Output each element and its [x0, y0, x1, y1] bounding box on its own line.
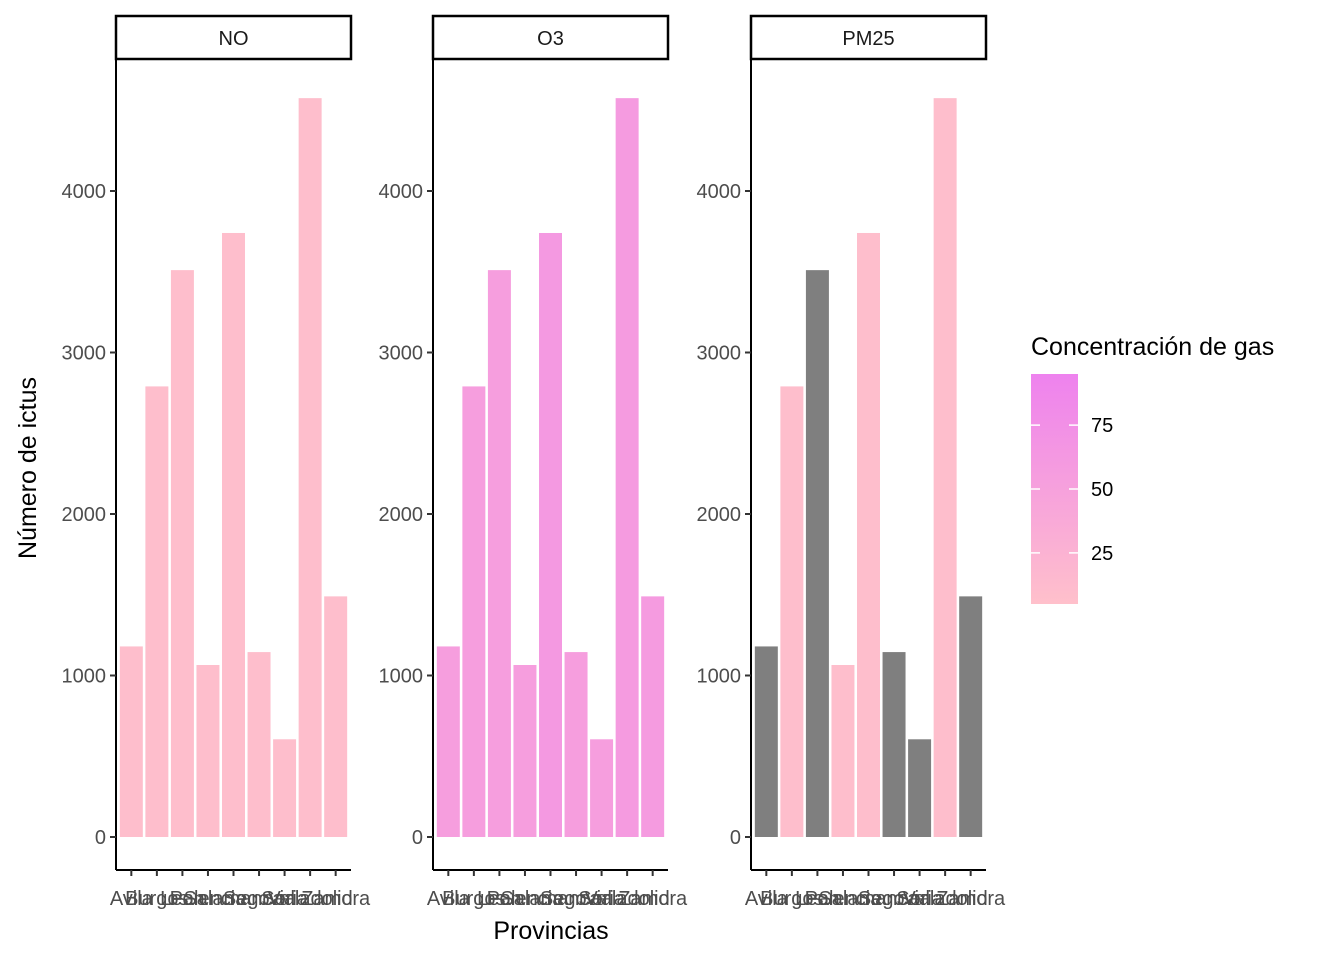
x-tick-label: Salamanca [500, 888, 601, 910]
bar-o3-soria [590, 739, 614, 837]
y-tick-label: 2000 [697, 504, 742, 526]
facet-strip-no [114, 14, 353, 61]
x-tick-label: Salamanca [818, 888, 919, 910]
y-tick-label: 3000 [62, 343, 107, 365]
x-tick-label: Avila [745, 888, 789, 910]
y-axis-title: Número de ictus [14, 377, 42, 559]
bar-o3-avila [436, 646, 460, 837]
facet-strip-label: O3 [537, 28, 564, 50]
bar-pm25-palencia [831, 665, 855, 837]
x-tick-label: Palencia [805, 888, 883, 910]
facet-strip-o3 [431, 14, 670, 61]
x-tick-label: Burgos [442, 888, 505, 910]
x-tick-label: Zamora [618, 888, 688, 910]
y-tick-label: 1000 [62, 666, 107, 688]
x-tick-label: Segovia [223, 888, 296, 910]
facet-strip-label: NO [219, 28, 249, 50]
x-tick-label: Soria [261, 888, 309, 910]
bar-pm25-segovia [882, 652, 906, 837]
bar-no-salamanca [222, 232, 245, 838]
bar-o3-palencia [513, 665, 537, 837]
facet-strip-label: PM25 [842, 28, 894, 50]
y-tick-label: 1000 [697, 666, 742, 688]
bar-no-segovia [247, 652, 271, 837]
x-tick-label: Burgos [760, 888, 823, 910]
y-tick-label: 0 [95, 827, 106, 849]
y-tick-label: 0 [730, 827, 741, 849]
bar-o3-segovia [564, 652, 588, 837]
x-axis-title: Provincias [493, 917, 608, 945]
y-tick-label: 3000 [379, 343, 424, 365]
bar-o3-valladolid [615, 98, 639, 837]
y-tick-label: 1000 [379, 666, 424, 688]
y-tick-label: 3000 [697, 343, 742, 365]
x-tick-label: Leon [477, 888, 522, 910]
x-tick-label: Valladolid [903, 888, 988, 910]
x-tick-label: Segovia [858, 888, 931, 910]
facet-strip-pm25 [749, 14, 988, 61]
bar-o3-burgos [462, 386, 486, 837]
bar-pm25-salamanca [857, 232, 880, 838]
bar-no-valladolid [298, 98, 322, 837]
bar-o3-leon [487, 270, 511, 837]
x-tick-label: Leon [160, 888, 205, 910]
x-tick-label: Segovia [540, 888, 613, 910]
x-tick-label: Palencia [170, 888, 248, 910]
bar-pm25-avila [754, 646, 778, 837]
bar-pm25-soria [908, 739, 932, 837]
x-tick-label: Palencia [487, 888, 565, 910]
x-tick-label: Valladolid [585, 888, 670, 910]
legend-tick-label: 75 [1091, 415, 1113, 437]
bar-no-burgos [145, 386, 169, 837]
bar-no-avila [119, 646, 143, 837]
y-tick-label: 0 [412, 827, 423, 849]
bar-o3-zamora [641, 596, 665, 837]
x-tick-label: Soria [896, 888, 944, 910]
x-tick-label: Avila [110, 888, 154, 910]
bar-o3-salamanca [539, 232, 562, 838]
x-tick-label: Salamanca [183, 888, 284, 910]
y-tick-label: 4000 [379, 181, 424, 203]
x-tick-label: Zamora [936, 888, 1006, 910]
y-tick-label: 4000 [697, 181, 742, 203]
y-tick-label: 2000 [379, 504, 424, 526]
y-tick-label: 2000 [62, 504, 107, 526]
bar-no-palencia [196, 665, 220, 837]
x-tick-label: Valladolid [268, 888, 353, 910]
legend-tick-label: 50 [1091, 479, 1113, 501]
bar-pm25-burgos [780, 386, 804, 837]
bar-pm25-leon [805, 270, 829, 837]
x-tick-label: Leon [795, 888, 840, 910]
bar-no-zamora [324, 596, 348, 837]
bar-no-leon [170, 270, 194, 837]
x-tick-label: Soria [578, 888, 626, 910]
legend-tick-label: 25 [1091, 543, 1113, 565]
y-tick-label: 4000 [62, 181, 107, 203]
bar-pm25-zamora [959, 596, 983, 837]
bar-no-soria [273, 739, 297, 837]
legend-title: Concentración de gas [1031, 333, 1274, 361]
x-tick-label: Avila [427, 888, 471, 910]
x-tick-label: Zamora [301, 888, 371, 910]
bar-pm25-valladolid [933, 98, 957, 837]
x-tick-label: Burgos [125, 888, 188, 910]
